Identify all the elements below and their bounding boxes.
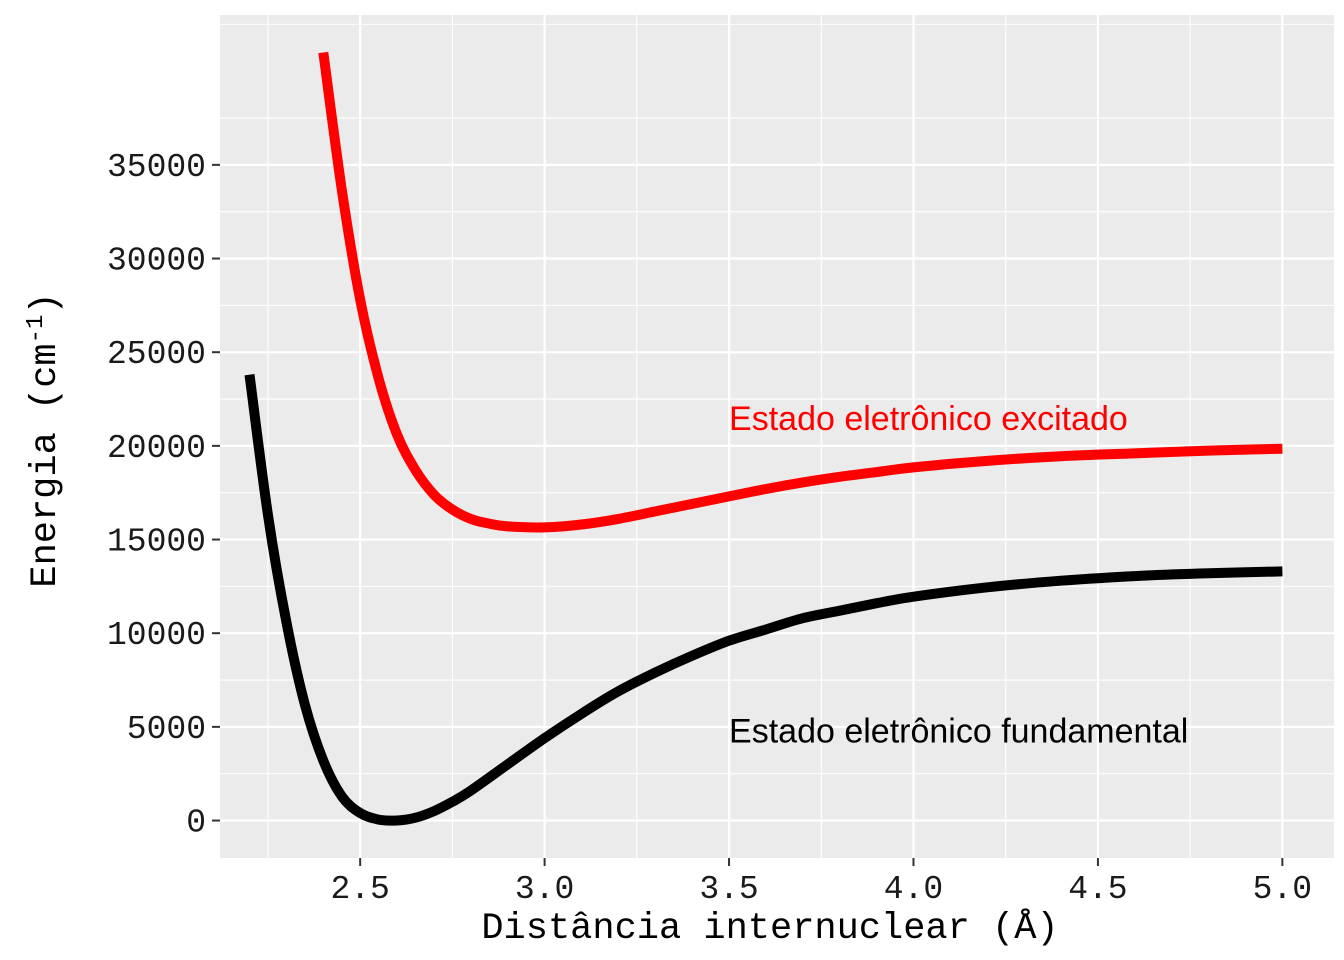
x-tick-label: 3.0 (515, 871, 574, 908)
y-axis-title-superscript: -1 (23, 315, 50, 344)
y-axis-title-close: ) (25, 292, 67, 314)
minor-grid (220, 15, 1334, 858)
series-line-0 (244, 374, 1283, 826)
y-tick-label: 35000 (107, 149, 206, 186)
y-tick-label: 20000 (107, 430, 206, 467)
x-axis-title: Distância internuclear (Å) (481, 908, 1058, 950)
x-tick-label: 4.5 (1068, 871, 1127, 908)
annotation-label-1: Estado eletrônico fundamental (729, 713, 1188, 751)
x-tick-label: 4.0 (884, 871, 943, 908)
major-grid (220, 15, 1334, 858)
x-tick-label: 5.0 (1253, 871, 1312, 908)
annotation-layer: Estado eletrônico excitado Estado eletrôn… (729, 400, 1188, 751)
y-tick-label: 0 (186, 805, 206, 842)
y-tick-label: 15000 (107, 524, 206, 561)
x-axis: 2.5 3.0 3.5 4.0 4.5 5.0 (330, 858, 1312, 908)
series-layer (244, 51, 1283, 826)
y-axis-title: Energia (cm-1) (23, 292, 67, 587)
y-tick-label: 10000 (107, 617, 206, 654)
y-axis-title-main: Energia (cm (25, 343, 67, 587)
x-tick-label: 3.5 (699, 871, 758, 908)
y-tick-label: 25000 (107, 336, 206, 373)
y-tick-label: 30000 (107, 243, 206, 280)
series-line-1 (318, 51, 1283, 533)
annotation-label-0: Estado eletrônico excitado (729, 400, 1128, 438)
x-tick-label: 2.5 (330, 871, 389, 908)
plot-panel (220, 15, 1334, 858)
y-tick-label: 5000 (127, 711, 206, 748)
y-axis: 0 5000 10000 15000 20000 25000 30000 35000 (107, 149, 220, 842)
